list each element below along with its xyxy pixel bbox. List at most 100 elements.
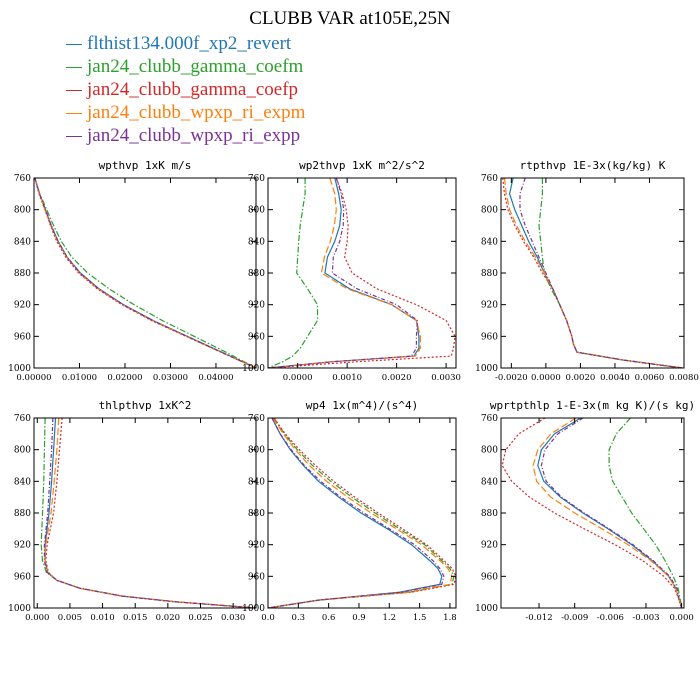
x-tick-label: 0.025 xyxy=(188,613,212,623)
y-tick-label: 800 xyxy=(248,446,265,456)
y-tick-label: 760 xyxy=(481,414,498,424)
series-line-3 xyxy=(34,178,256,368)
y-tick-label: 800 xyxy=(481,206,498,216)
series-line-5 xyxy=(268,418,445,608)
x-tick-label: 0.0060 xyxy=(635,373,665,383)
x-tick-label: 0.0020 xyxy=(566,373,596,383)
chart-title: thlpthvp 1xK^2 xyxy=(99,399,192,412)
series-line-5 xyxy=(34,178,256,368)
y-tick-label: 920 xyxy=(14,301,31,311)
y-tick-label: 880 xyxy=(248,269,265,279)
y-tick-label: 760 xyxy=(14,174,31,184)
y-tick-label: 880 xyxy=(14,269,31,279)
plot-frame xyxy=(33,417,257,609)
legend-swatch-5 xyxy=(66,136,82,138)
series-line-3 xyxy=(268,418,456,608)
legend-entry-3: jan24_clubb_gamma_coefp xyxy=(66,78,305,101)
plot-frame xyxy=(500,417,685,609)
y-tick-label: 840 xyxy=(248,237,265,247)
y-tick-label: 960 xyxy=(248,332,265,342)
chart-panel-3: rtpthvp 1E-3x(kg/kg) K 760 800 840 880 920 960… xyxy=(475,159,699,383)
legend: flthist134.000f_xp2_revert jan24_clubb_g… xyxy=(66,32,305,147)
series-line-4 xyxy=(532,418,683,608)
y-tick-label: 880 xyxy=(481,269,498,279)
y-tick-label: 760 xyxy=(248,174,265,184)
series-line-2 xyxy=(268,418,455,608)
series-line-2 xyxy=(268,178,319,368)
legend-label-3: jan24_clubb_gamma_coefp xyxy=(87,79,299,100)
y-tick-label: 1000 xyxy=(242,364,265,374)
x-tick-label: 0.0080 xyxy=(669,373,699,383)
y-tick-label: 1000 xyxy=(475,364,498,374)
x-tick-label: -0.009 xyxy=(561,613,588,623)
y-tick-label: 960 xyxy=(481,332,498,342)
x-tick-label: 0.020 xyxy=(156,613,180,623)
x-tick-label: 0.01000 xyxy=(62,373,97,383)
chart-panel-2: wp2thvp 1xK m^2/s^2 760 800 840 880 920 960 100… xyxy=(242,159,461,383)
y-tick-label: 920 xyxy=(248,541,265,551)
x-tick-label: 0.0020 xyxy=(382,373,412,383)
y-tick-label: 960 xyxy=(14,332,31,342)
chart-title: wpthvp 1xK m/s xyxy=(99,159,192,172)
y-tick-label: 800 xyxy=(14,206,31,216)
legend-swatch-4 xyxy=(66,113,82,115)
y-tick-label: 920 xyxy=(481,541,498,551)
y-tick-label: 760 xyxy=(248,414,265,424)
x-tick-label: 1.2 xyxy=(383,613,397,623)
y-tick-label: 1000 xyxy=(8,604,31,614)
y-tick-label: 920 xyxy=(481,301,498,311)
legend-entry-5: jan24_clubb_wpxp_ri_expp xyxy=(66,124,305,147)
series-line-3 xyxy=(45,418,256,608)
x-tick-label: -0.006 xyxy=(597,613,624,623)
legend-entry-1: flthist134.000f_xp2_revert xyxy=(66,32,305,55)
x-tick-label: 0.0000 xyxy=(531,373,561,383)
series-line-1 xyxy=(268,178,420,368)
series-line-4 xyxy=(268,418,453,608)
series-line-1 xyxy=(268,418,443,608)
series-line-4 xyxy=(268,178,421,368)
legend-label-1: flthist134.000f_xp2_revert xyxy=(87,33,292,54)
y-tick-label: 800 xyxy=(248,206,265,216)
x-tick-label: 0.04000 xyxy=(198,373,233,383)
plot-frame xyxy=(33,177,257,369)
legend-swatch-2 xyxy=(66,67,82,69)
y-tick-label: 840 xyxy=(248,477,265,487)
x-tick-label: 0.010 xyxy=(90,613,114,623)
x-tick-label: 1.5 xyxy=(413,613,427,623)
y-tick-label: 840 xyxy=(481,237,498,247)
legend-swatch-3 xyxy=(66,90,82,92)
x-tick-label: 0.02000 xyxy=(107,373,142,383)
series-line-2 xyxy=(40,418,256,608)
chart-title: wp4 1x(m^4)/(s^4) xyxy=(306,399,419,412)
x-tick-label: 0.0 xyxy=(261,613,275,623)
y-tick-label: 1000 xyxy=(242,604,265,614)
y-tick-label: 800 xyxy=(14,446,31,456)
y-tick-label: 840 xyxy=(481,477,498,487)
x-tick-label: 0.000 xyxy=(669,613,693,623)
series-line-1 xyxy=(44,418,256,608)
x-tick-label: 0.0030 xyxy=(431,373,461,383)
chart-panel-5: wp4 1x(m^4)/(s^4)76080084088092096010000… xyxy=(242,399,457,623)
x-tick-label: 0.3 xyxy=(292,613,306,623)
series-line-4 xyxy=(44,418,256,608)
series-line-5 xyxy=(43,418,256,608)
legend-swatch-1 xyxy=(66,44,82,46)
series-line-1 xyxy=(34,178,256,368)
chart-title: wp2thvp 1xK m^2/s^2 xyxy=(299,159,425,172)
x-tick-label: 0.000 xyxy=(25,613,49,623)
y-tick-label: 960 xyxy=(248,572,265,582)
chart-panel-4: thlpthvp 1xK^276080084088092096010000.00… xyxy=(8,399,257,623)
series-line-1 xyxy=(508,178,683,368)
y-tick-label: 1000 xyxy=(8,364,31,374)
series-line-5 xyxy=(540,418,683,608)
chart-title: wprtpthlp 1-E-3x(m kg K)/(s kg) xyxy=(490,399,695,412)
y-tick-label: 880 xyxy=(14,509,31,519)
series-line-3 xyxy=(502,178,683,368)
legend-entry-2: jan24_clubb_gamma_coefm xyxy=(66,55,305,78)
y-tick-label: 760 xyxy=(14,414,31,424)
chart-panel-6: wprtpthlp 1-E-3x(m kg K)/(s kg) 760 800 840… xyxy=(475,399,695,623)
x-tick-label: -0.012 xyxy=(525,613,552,623)
x-tick-label: -0.003 xyxy=(632,613,659,623)
series-line-2 xyxy=(608,418,683,608)
